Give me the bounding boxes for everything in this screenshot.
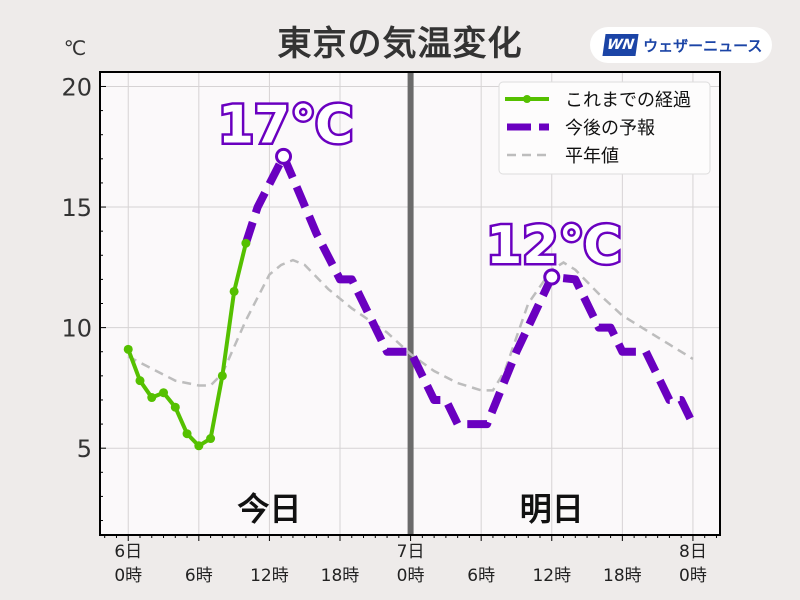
observed-point [194,441,204,451]
x-tick-label: 6時 [185,566,213,586]
x-tick-label: 18時 [603,566,642,586]
observed-point [229,286,239,296]
peak-marker [543,268,561,286]
day-label: 今日 [237,490,301,528]
x-tick-date: 6日 [114,542,142,562]
y-tick-label: 20 [61,73,92,101]
y-tick-label: 5 [77,435,92,463]
observed-point [159,388,169,398]
observed-point [206,434,216,444]
legend-label: 今後の予報 [565,118,655,139]
chart-title: 東京の気温変化 [277,24,523,64]
peak-temp-label: 17℃ [218,95,353,155]
peak-marker [275,147,293,165]
day-label: 明日 [520,490,584,528]
observed-point [182,429,192,439]
x-tick-date: 8日 [679,542,707,562]
observed-point [135,376,145,386]
x-tick-label: 0時 [114,566,142,586]
observed-point [123,344,133,354]
observed-point [241,238,251,248]
x-tick-label: 18時 [321,566,360,586]
logo-text: ウェザーニュース [643,36,763,55]
x-tick-label: 12時 [532,566,571,586]
x-tick-date: 7日 [397,542,425,562]
y-tick-label: 15 [61,194,92,222]
legend-observed-marker [523,95,531,103]
observed-point [217,371,227,381]
x-tick-label: 0時 [679,566,707,586]
legend-box [498,81,711,175]
observed-point [170,402,180,412]
legend-label: これまでの経過 [565,90,691,111]
weathernews-logo: WN ウェザーニュース [590,27,772,63]
forecast-line [242,152,697,429]
x-tick-label: 12時 [250,566,289,586]
observed-point [147,393,157,403]
x-tick-label: 0時 [397,566,425,586]
x-tick-label: 6時 [467,566,495,586]
plot-frame [99,71,721,536]
normal-line [127,258,694,392]
legend-label: 平年値 [565,146,619,167]
y-tick-label: 10 [61,315,92,343]
peak-temp-label: 12℃ [486,216,621,276]
y-axis-unit: ℃ [64,36,86,60]
